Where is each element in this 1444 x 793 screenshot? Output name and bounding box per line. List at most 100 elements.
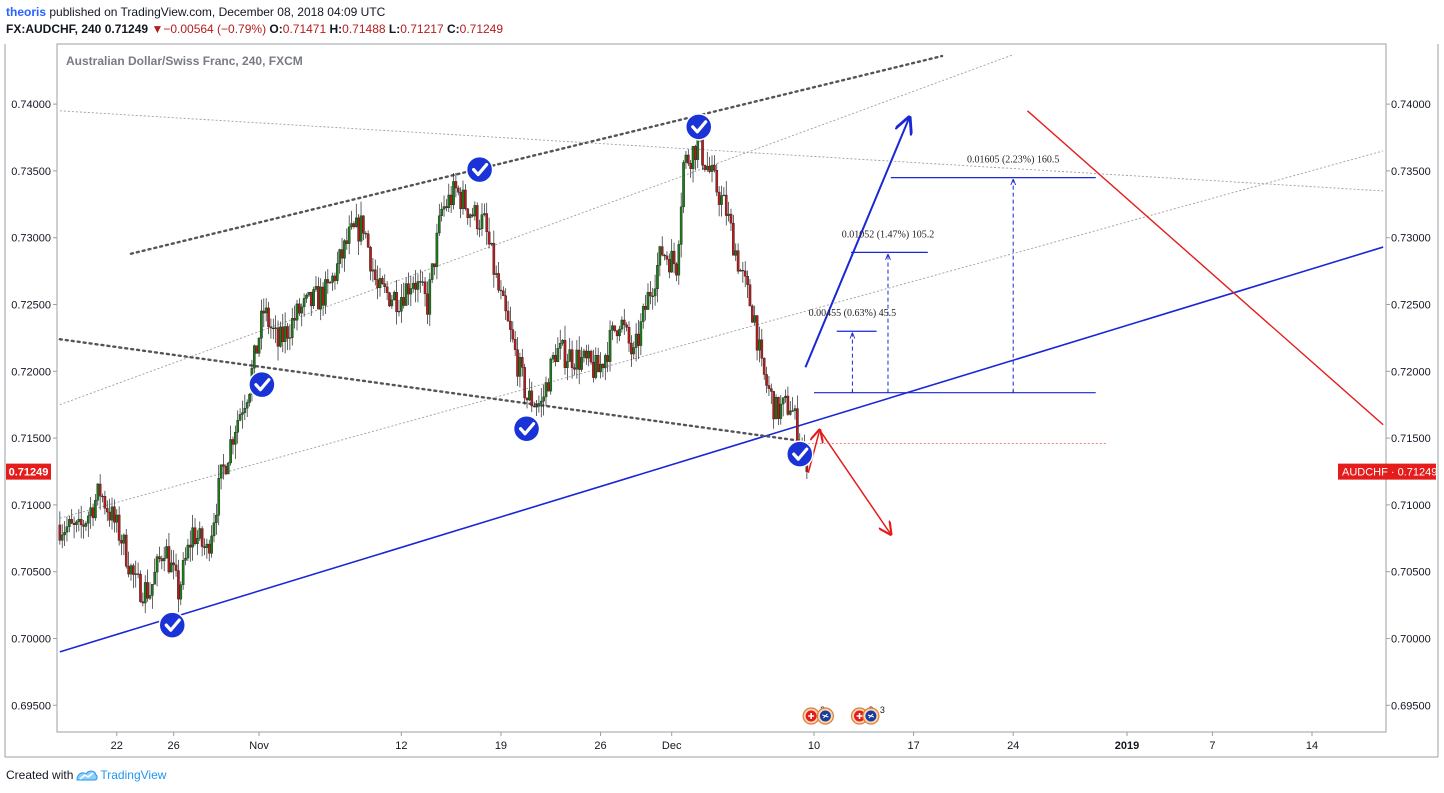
candle-body (184, 557, 187, 561)
candle-body (530, 390, 534, 407)
x-tick-label: 26 (594, 740, 606, 752)
candle-body (419, 281, 422, 283)
candle-body (793, 408, 797, 411)
candle-body (416, 281, 420, 290)
left-price-label: 0.71249 (9, 467, 49, 479)
x-tick-label: 26 (168, 740, 180, 752)
candle-body (314, 286, 318, 290)
event-count: 3 (880, 705, 885, 715)
candle-body (115, 514, 119, 523)
candle-body (378, 278, 382, 289)
candle-body (68, 519, 71, 527)
candle-body (222, 464, 225, 467)
candle-body (475, 205, 479, 229)
candle-body (423, 281, 427, 295)
candle-body (238, 414, 242, 421)
y-tick-label: 0.70000 (11, 633, 51, 645)
candle-body (58, 524, 62, 541)
y-tick-label: 0.72500 (1391, 300, 1431, 312)
candle-body (696, 138, 700, 160)
candle-body (599, 363, 602, 373)
candle-body (461, 189, 465, 210)
candle-body (426, 293, 429, 315)
candle-body (376, 279, 379, 289)
tradingview-brand[interactable]: TradingView (100, 768, 167, 782)
candle-body (781, 397, 785, 405)
low-value: 0.71217 (400, 22, 444, 36)
candle-body (79, 518, 83, 526)
candle-body (594, 355, 598, 378)
candle-body (513, 339, 517, 350)
candle-body (357, 217, 360, 242)
candle-body (255, 345, 258, 354)
candle-body (146, 582, 149, 599)
candle-body (338, 249, 341, 264)
candle-body (770, 388, 773, 392)
candle-body (224, 466, 228, 475)
candle-body (708, 165, 711, 172)
candle-body (212, 522, 216, 537)
event-badges[interactable]: 333 (802, 705, 885, 725)
last-price: 0.71249 (104, 22, 149, 36)
forecast-arrows[interactable] (804, 117, 909, 534)
candle-body (288, 337, 292, 339)
candle-body (784, 395, 787, 398)
checkmark-icon (158, 611, 187, 639)
x-tick-label: Nov (249, 740, 269, 752)
candle-body (124, 534, 128, 567)
candle-body (421, 281, 424, 283)
target-levels[interactable] (813, 176, 1096, 394)
candle-body (620, 319, 624, 330)
candle-body (234, 432, 237, 445)
candle-body (537, 403, 541, 407)
candle-body (675, 263, 678, 276)
candle-body (352, 223, 356, 227)
candles[interactable] (58, 128, 809, 614)
trendlines[interactable] (58, 54, 1384, 653)
candle-body (193, 527, 197, 544)
candle-body (516, 349, 519, 377)
candle-body (345, 240, 349, 244)
candle-body (449, 194, 453, 206)
candle-body (544, 382, 548, 398)
candle-body (502, 290, 505, 296)
target-measures[interactable]: 0.00455 (0.63%) 45.5 0.01052 (1.47%) 105.… (809, 155, 1060, 393)
candle-body (347, 226, 351, 244)
candle-body (181, 560, 185, 585)
candle-body (691, 146, 695, 169)
candle-body (317, 286, 320, 310)
candle-body (162, 557, 166, 562)
candle-body (606, 355, 609, 362)
candle-body (705, 165, 709, 170)
candle-body (110, 506, 114, 521)
candle-body (172, 562, 175, 566)
candle-body (122, 534, 126, 544)
candle-body (535, 406, 538, 408)
candle-body (428, 279, 432, 315)
candle-body (407, 283, 410, 295)
candle-body (592, 361, 595, 378)
author-link[interactable]: theoris (6, 5, 47, 19)
candle-body (298, 303, 301, 314)
candle-body (174, 564, 178, 571)
candle-body (608, 329, 612, 362)
candle-body (637, 333, 640, 346)
candle-body (746, 275, 749, 285)
x-tick-label: 10 (808, 740, 820, 752)
candle-body (566, 361, 569, 368)
candle-body (328, 282, 332, 284)
candle-body (603, 355, 607, 369)
candle-body (563, 339, 567, 368)
trendline-dotted-grey (59, 54, 1014, 406)
candle-body (364, 233, 368, 235)
candle-body (402, 297, 406, 306)
candle-body (665, 255, 669, 260)
candle-body (615, 330, 619, 337)
trendline-red (1026, 110, 1384, 426)
candle-body (504, 295, 507, 312)
trendline-dotted-grey (59, 110, 1384, 192)
candle-body (684, 154, 688, 163)
candle-body (113, 506, 116, 523)
candle-body (165, 546, 168, 559)
